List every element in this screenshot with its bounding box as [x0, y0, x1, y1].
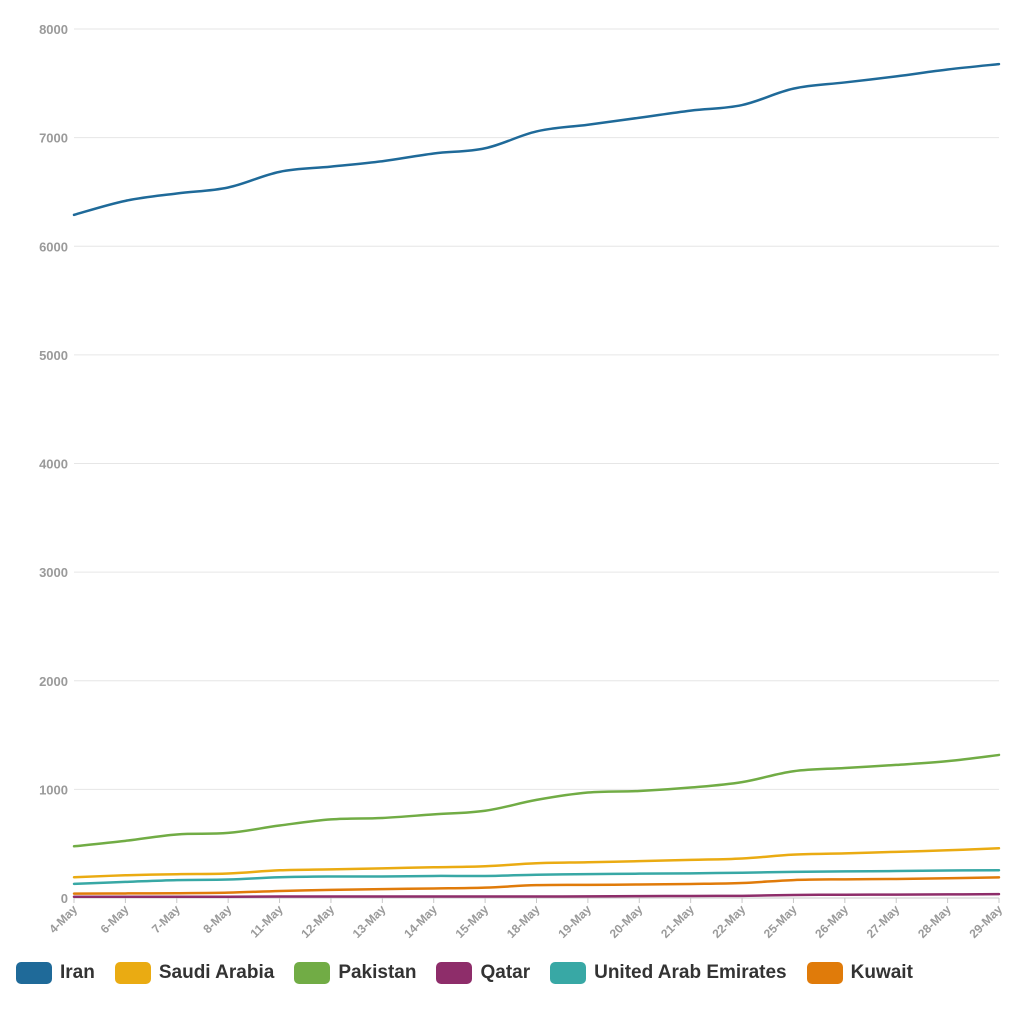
x-tick-label-15-May: 15-May — [453, 902, 492, 941]
series-line-kuwait — [72, 876, 1001, 895]
legend-swatch-saudi-arabia — [114, 962, 151, 984]
x-tick-label-29-May: 29-May — [966, 902, 1005, 941]
legend-label-pakistan: Pakistan — [338, 962, 417, 983]
x-tick-label-6-May: 6-May — [98, 902, 132, 936]
x-tick-label-12-May: 12-May — [298, 902, 337, 941]
legend-item-saudi-arabia[interactable]: Saudi Arabia — [114, 962, 275, 984]
legend-label-iran: Iran — [60, 962, 95, 983]
x-tick-label-20-May: 20-May — [607, 902, 646, 941]
x-tick-label-14-May: 14-May — [401, 902, 440, 941]
x-tick-label-25-May: 25-May — [761, 902, 800, 941]
y-tick-label-6000: 6000 — [39, 239, 68, 254]
series-line-pakistan — [72, 753, 1001, 848]
legend-item-qatar[interactable]: Qatar — [436, 962, 530, 984]
y-tick-label-0: 0 — [61, 891, 68, 906]
x-tick-label-19-May: 19-May — [555, 902, 594, 941]
legend: Iran Saudi Arabia Pakistan Qatar United Arab… — [16, 962, 913, 984]
x-tick-label-4-May: 4-May — [46, 902, 80, 936]
legend-item-iran[interactable]: Iran — [16, 962, 95, 984]
legend-label-kuwait: Kuwait — [850, 962, 913, 983]
legend-swatch-qatar — [436, 962, 473, 984]
series-line-iran — [72, 62, 1001, 217]
x-tick-label-7-May: 7-May — [149, 902, 183, 936]
y-tick-label-7000: 7000 — [39, 131, 68, 146]
legend-label-united-arab-emirates: United Arab Emirates — [594, 962, 787, 983]
series-line-qatar — [72, 892, 1001, 898]
legend-item-kuwait[interactable]: Kuwait — [806, 962, 913, 984]
legend-item-united-arab-emirates[interactable]: United Arab Emirates — [550, 962, 787, 984]
y-tick-label-4000: 4000 — [39, 457, 68, 472]
legend-swatch-iran — [16, 962, 52, 984]
legend-swatch-united-arab-emirates — [550, 962, 587, 984]
x-tick-label-26-May: 26-May — [812, 902, 851, 941]
line-chart: 0 1000 2000 3000 4000 5000 6000 7000 8000 4-May 6-… — [39, 22, 1005, 941]
legend-label-qatar: Qatar — [480, 962, 531, 983]
x-tick-label-27-May: 27-May — [864, 902, 903, 941]
x-tick-label-28-May: 28-May — [915, 902, 954, 941]
series-line-united-arab-emirates — [72, 869, 1001, 886]
legend-label-saudi-arabia: Saudi Arabia — [158, 962, 275, 983]
y-tick-label-8000: 8000 — [39, 22, 68, 37]
y-tick-label-2000: 2000 — [39, 674, 68, 689]
legend-swatch-kuwait — [806, 962, 843, 984]
x-tick-label-11-May: 11-May — [247, 902, 285, 940]
legend-swatch-pakistan — [294, 962, 331, 984]
y-tick-label-3000: 3000 — [39, 565, 68, 580]
y-tick-label-5000: 5000 — [39, 348, 68, 363]
legend-item-pakistan[interactable]: Pakistan — [294, 962, 416, 984]
series-line-saudi-arabia — [72, 847, 1001, 879]
x-tick-label-22-May: 22-May — [710, 902, 749, 941]
x-tick-label-8-May: 8-May — [200, 902, 234, 936]
y-tick-label-1000: 1000 — [39, 782, 68, 797]
x-tick-label-18-May: 18-May — [504, 902, 543, 941]
x-tick-label-21-May: 21-May — [658, 902, 697, 941]
x-tick-label-13-May: 13-May — [350, 902, 389, 941]
